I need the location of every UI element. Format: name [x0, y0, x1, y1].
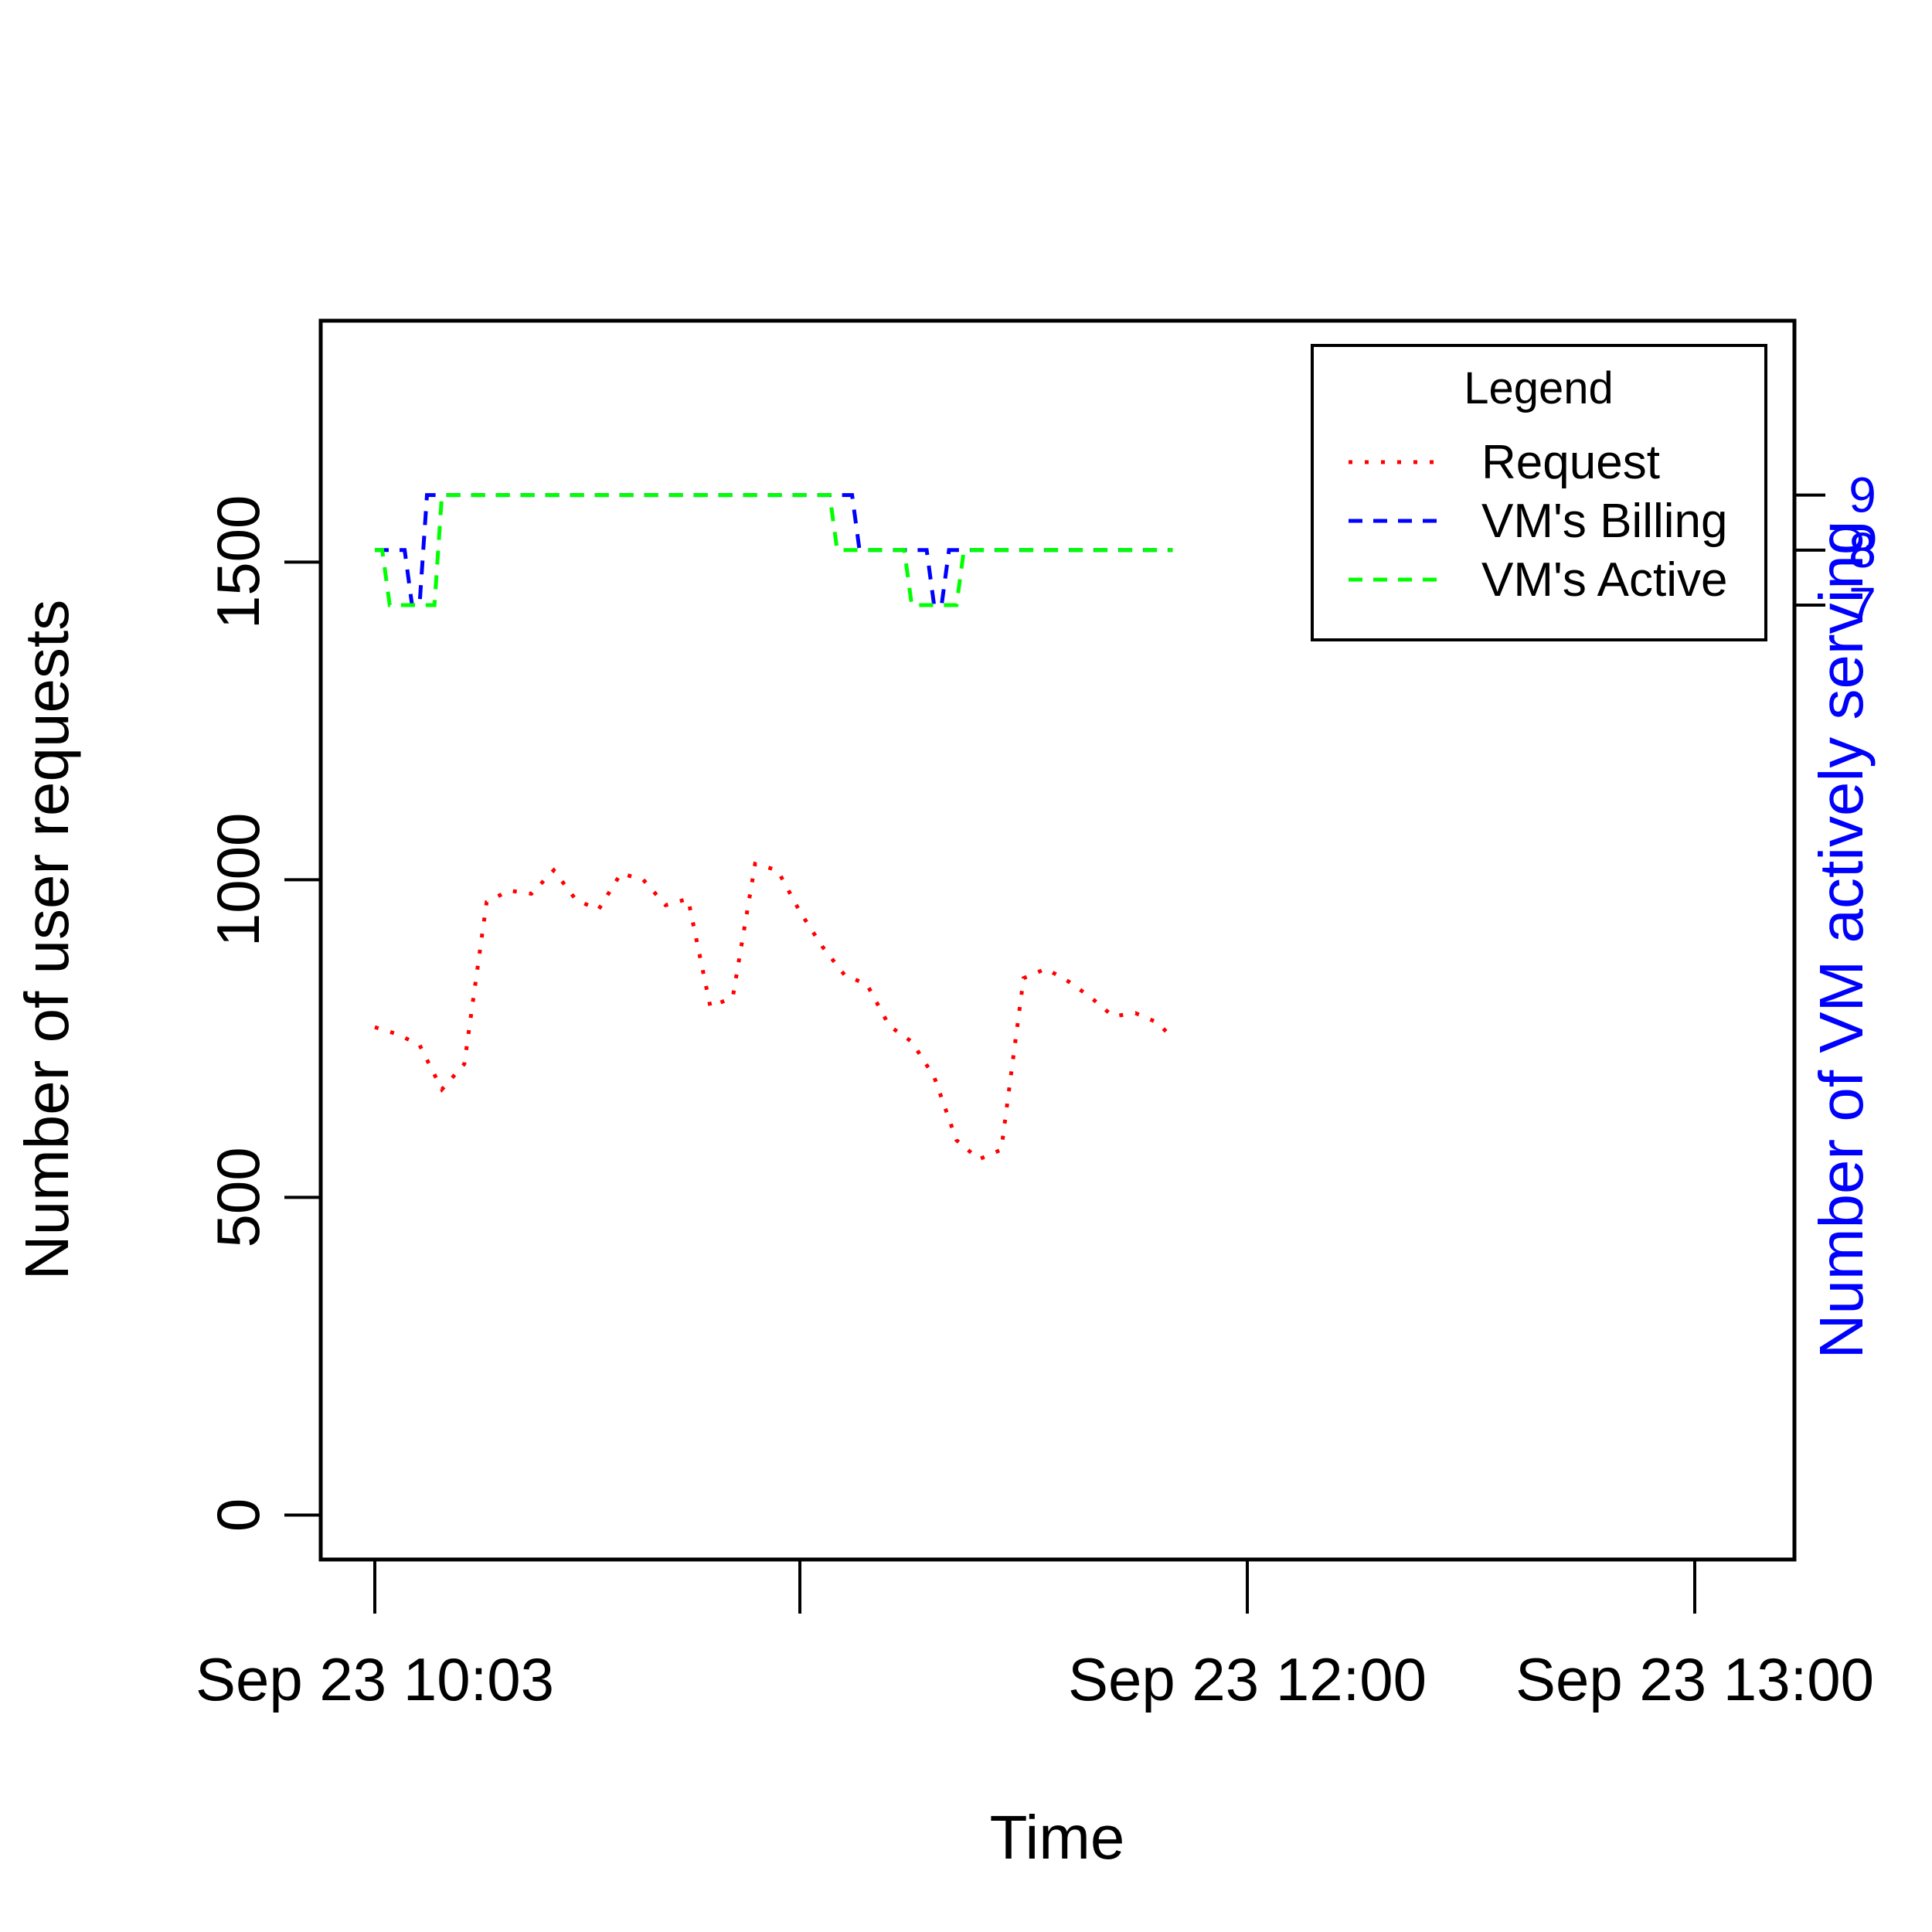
series-line-vm-s-active	[375, 493, 1173, 607]
legend-label: VM's Active	[1481, 553, 1727, 607]
y-axis-title: Number of user requests	[12, 600, 81, 1280]
y2-axis-title: Number of VM actively serving	[1807, 521, 1876, 1359]
series-layer	[374, 493, 1175, 1162]
x-axis-title: Time	[990, 1803, 1125, 1872]
y2-tick-label: 9	[1849, 468, 1876, 523]
y-tick-label: 500	[204, 1147, 272, 1247]
legend-label: VM's Billing	[1481, 495, 1727, 548]
legend-box	[1311, 344, 1767, 641]
x-tick-label: Sep 23 10:03	[196, 1645, 554, 1713]
y-tick-label: 0	[204, 1498, 272, 1532]
y-axis-left: 0 500 1000 1500	[204, 495, 321, 1532]
y-axis-right: 789	[1794, 468, 1876, 633]
x-axis: Sep 23 10:03 Sep 23 12:00 Sep 23 13:00	[196, 1560, 1874, 1713]
x-tick-label: Sep 23 12:00	[1068, 1645, 1427, 1713]
x-tick-label: Sep 23 13:00	[1515, 1645, 1874, 1713]
legend-label: Request	[1481, 436, 1660, 489]
y2-tick-label: 7	[1849, 577, 1876, 633]
y-tick-label: 1500	[204, 495, 272, 630]
y2-tick-label: 8	[1849, 522, 1876, 578]
y-tick-label: 1000	[204, 813, 272, 947]
series-line-request	[374, 861, 1175, 1162]
legend-title: Legend	[1464, 363, 1614, 413]
series-line-vm-s-billing	[375, 493, 1173, 607]
plot-frame	[318, 318, 1797, 1562]
